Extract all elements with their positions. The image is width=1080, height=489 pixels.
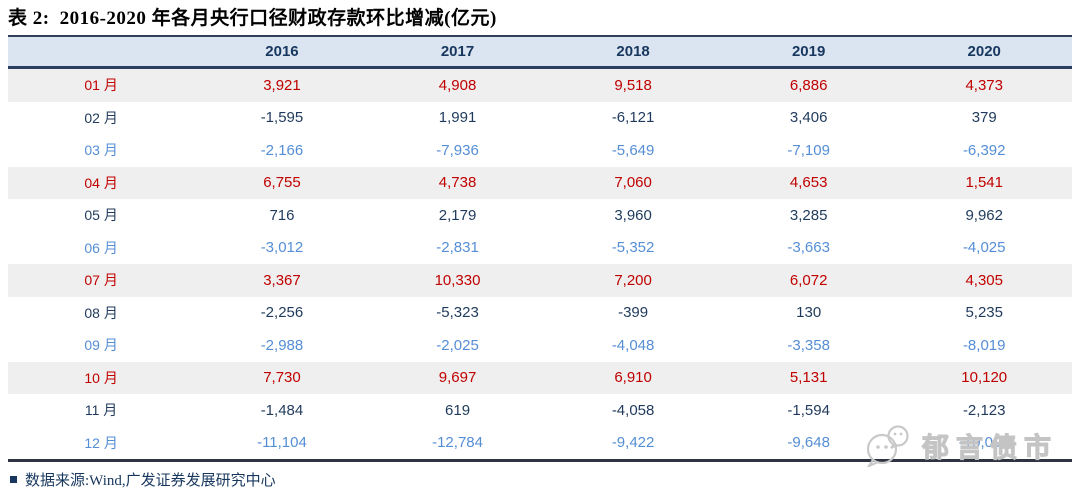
value-cell: 9,518 <box>614 76 652 94</box>
value-cell: -8,019 <box>962 336 1006 354</box>
value-cell: 10,120 <box>961 369 1008 387</box>
month-label: 07 月 <box>84 272 118 289</box>
value-cell: 4,305 <box>965 271 1003 289</box>
fiscal-deposit-table: 2016 2017 2018 2019 2020 01 月 3,921 4,908 9,518… <box>8 35 1072 462</box>
value-cell: -3,663 <box>787 239 830 257</box>
month-label: 04 月 <box>84 174 118 191</box>
value-cell: 3,367 <box>263 271 301 289</box>
month-label: 08 月 <box>84 304 118 321</box>
year-column-header: 2019 <box>720 36 897 69</box>
value-cell: -2,831 <box>436 239 479 257</box>
value-cell: -5,352 <box>611 239 655 257</box>
value-cell: 4,738 <box>438 174 477 192</box>
month-label: 05 月 <box>84 207 118 224</box>
value-cell: 6,755 <box>263 174 301 192</box>
value-cell: 3,960 <box>614 206 652 224</box>
month-label: 02 月 <box>84 109 118 126</box>
table-row: 06 月 -3,012 -2,831 -5,352 -3,663 -4,025 <box>8 231 1072 264</box>
value-cell: -6,121 <box>611 109 655 127</box>
value-cell: 3,285 <box>789 206 828 224</box>
value-cell: -399 <box>618 304 649 322</box>
value-cell: -1,595 <box>260 109 304 127</box>
value-cell: -4,048 <box>611 336 655 354</box>
value-cell: 4,373 <box>965 76 1003 94</box>
value-cell: 6,910 <box>614 369 652 387</box>
value-cell: 7,060 <box>614 174 652 192</box>
value-cell: -1,484 <box>260 401 304 419</box>
square-bullet-icon <box>10 476 17 483</box>
value-cell: 379 <box>971 109 997 127</box>
month-column-header <box>8 36 195 69</box>
table-row: 07 月 3,367 10,330 7,200 6,072 4,305 <box>8 264 1072 297</box>
value-cell: 10,330 <box>434 271 481 289</box>
value-cell: 6,072 <box>789 271 828 289</box>
value-cell: -3,358 <box>787 336 830 354</box>
year-column-header: 2020 <box>896 36 1072 69</box>
value-cell: -2,025 <box>436 336 479 354</box>
value-cell: 2,179 <box>438 206 477 224</box>
month-label: 06 月 <box>84 239 118 256</box>
value-cell: 4,653 <box>789 174 828 192</box>
value-cell: 7,200 <box>614 271 652 289</box>
value-cell: 5,131 <box>789 369 828 387</box>
table-row: 01 月 3,921 4,908 9,518 6,886 4,373 <box>8 67 1072 102</box>
value-cell: -7,109 <box>787 141 830 159</box>
value-cell: -9,422 <box>611 434 655 452</box>
value-cell: 130 <box>796 304 822 322</box>
value-cell: 7,730 <box>263 369 301 387</box>
table-row: 09 月 -2,988 -2,025 -4,048 -3,358 -8,019 <box>8 329 1072 362</box>
value-cell: 9,697 <box>438 369 477 387</box>
table-row: 04 月 6,755 4,738 7,060 4,653 1,541 <box>8 166 1072 199</box>
value-cell: -4,058 <box>611 401 655 419</box>
table-row: 02 月 -1,595 1,991 -6,121 3,406 379 <box>8 101 1072 134</box>
value-cell: -6,392 <box>962 141 1006 159</box>
header-row: 2016 2017 2018 2019 2020 <box>8 36 1072 69</box>
value-cell: 619 <box>445 401 471 419</box>
value-cell: 5,235 <box>965 304 1003 322</box>
month-label: 09 月 <box>84 337 118 354</box>
table-title: 表 2: 2016-2020 年各月央行口径财政存款环比增减(亿元) <box>0 0 1080 35</box>
source-text: 数据来源:Wind,广发证券发展研究中心 <box>25 473 276 489</box>
value-cell: -3,012 <box>260 239 304 257</box>
source-note: 数据来源:Wind,广发证券发展研究中心 <box>10 469 1072 489</box>
value-cell: -4,025 <box>962 239 1006 257</box>
value-cell: -2,123 <box>962 401 1006 419</box>
table-row: 12 月 -11,104 -12,784 -9,422 -9,648 -10,095 <box>8 426 1072 461</box>
value-cell: -1,594 <box>787 401 830 419</box>
year-column-header: 2017 <box>369 36 546 69</box>
month-label: 03 月 <box>84 142 118 159</box>
month-label: 12 月 <box>84 434 118 451</box>
table-row: 11 月 -1,484 619 -4,058 -1,594 -2,123 <box>8 394 1072 427</box>
value-cell: -7,936 <box>436 141 479 159</box>
value-cell: -2,256 <box>260 304 304 322</box>
table-row: 10 月 7,730 9,697 6,910 5,131 10,120 <box>8 361 1072 394</box>
year-column-header: 2016 <box>194 36 370 69</box>
value-cell: -12,784 <box>432 434 483 452</box>
table-number-label: 表 2: <box>8 8 50 29</box>
value-cell: -2,988 <box>260 336 304 354</box>
value-cell: 1,991 <box>438 109 477 127</box>
value-cell: 716 <box>269 206 295 224</box>
table-title-text: 2016-2020 年各月央行口径财政存款环比增减(亿元) <box>59 8 497 29</box>
value-cell: -2,166 <box>260 141 304 159</box>
table-row: 05 月 716 2,179 3,960 3,285 9,962 <box>8 199 1072 232</box>
value-cell: 9,962 <box>965 206 1003 224</box>
year-column-header: 2018 <box>545 36 721 69</box>
value-cell: 3,406 <box>789 109 828 127</box>
month-label: 10 月 <box>84 369 118 386</box>
value-cell: -11,104 <box>257 434 307 452</box>
value-cell: 1,541 <box>965 174 1003 192</box>
value-cell: -9,648 <box>787 434 830 452</box>
value-cell: 6,886 <box>789 76 828 94</box>
table-row: 03 月 -2,166 -7,936 -5,649 -7,109 -6,392 <box>8 134 1072 167</box>
month-label: 01 月 <box>84 77 118 94</box>
month-label: 11 月 <box>84 402 118 419</box>
value-cell: 4,908 <box>438 76 477 94</box>
value-cell: -5,649 <box>611 141 655 159</box>
value-cell: 3,921 <box>263 76 301 94</box>
table-row: 08 月 -2,256 -5,323 -399 130 5,235 <box>8 296 1072 329</box>
value-cell: -5,323 <box>436 304 479 322</box>
value-cell: -10,095 <box>958 434 1010 452</box>
